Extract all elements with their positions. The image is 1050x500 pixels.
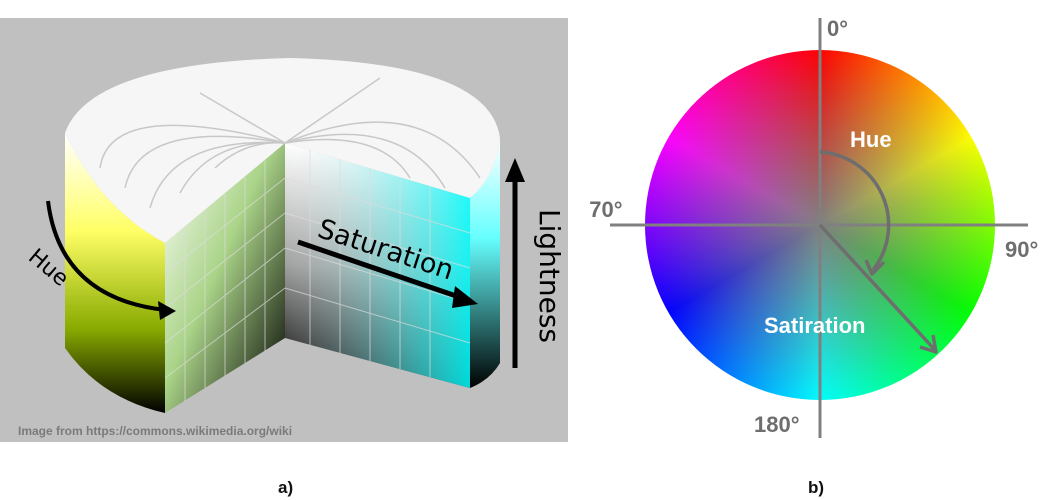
cut-face-right-tint: [285, 143, 470, 388]
cylinder-side-left: [65, 133, 165, 413]
hue-arc-arrow: [819, 150, 891, 272]
hsl-cylinder-illustration: Hue Saturation Lightness: [23, 58, 566, 413]
lightness-label: Lightness: [533, 209, 566, 343]
cylinder-top: [65, 58, 500, 243]
lightness-arrowhead: [505, 158, 525, 182]
caption-a: a): [278, 478, 294, 497]
caption-b: b): [808, 478, 825, 497]
saturation-wheel-label: Satiration: [764, 313, 865, 338]
angle-180-label: 180°: [754, 412, 800, 437]
hue-arrowhead: [158, 301, 176, 320]
saturation-radius-arrow: [818, 223, 937, 352]
hue-arc-arrowhead: [864, 259, 886, 276]
saturation-radius-arrowhead: [919, 334, 938, 354]
saturation-arrowhead: [452, 286, 478, 308]
top-rings: [99, 77, 481, 209]
wheel-overlay: 0° 90° 180° 270° Hue Satiration: [590, 16, 1038, 438]
angle-90-label: 90°: [1005, 237, 1038, 262]
hue-arrow: [46, 200, 166, 312]
hue-wheel-label: Hue: [850, 127, 892, 152]
image-credit: Image from https://commons.wikimedia.org…: [18, 424, 293, 438]
hue-wheel-panel: 0° 90° 180° 270° Hue Satiration: [590, 0, 1050, 460]
angle-0-label: 0°: [827, 16, 848, 41]
angle-270-label: 270°: [590, 197, 623, 222]
saturation-arrow: [297, 239, 463, 301]
cylinder-side-right: [470, 138, 500, 388]
hsl-cylinder-panel: Hue Saturation Lightness Image from http…: [0, 18, 568, 442]
